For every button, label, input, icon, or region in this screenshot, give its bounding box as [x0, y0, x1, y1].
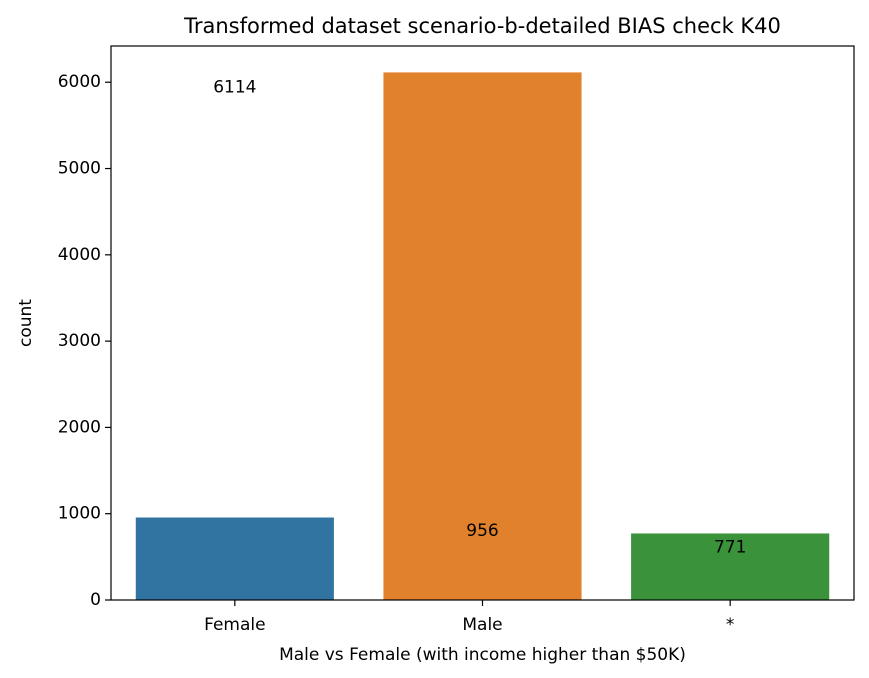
bar-3	[631, 533, 830, 600]
x-tick-label-1: Female	[204, 615, 265, 635]
y-tick-label-5: 4000	[58, 245, 101, 265]
x-tick-label-2: Male	[462, 615, 502, 635]
data-label-2: 956	[466, 521, 498, 541]
data-labels-group: 6114 956 771	[213, 77, 746, 557]
y-tick-label-2: 1000	[58, 504, 101, 524]
y-tick-label-3: 2000	[58, 417, 101, 437]
plot-frame	[110, 45, 855, 601]
y-axis-label: count	[16, 299, 36, 347]
bar-2	[383, 72, 582, 600]
y-tick-label-7: 6000	[58, 72, 101, 92]
y-axis: 0 1000 2000 3000 4000 5000 6000	[58, 72, 111, 610]
x-axis: Female Male *	[204, 600, 734, 635]
x-axis-label: Male vs Female (with income higher than …	[279, 645, 686, 665]
bars-group	[135, 72, 830, 600]
y-tick-label-4: 3000	[58, 331, 101, 351]
data-label-1: 6114	[213, 77, 256, 97]
data-label-3: 771	[714, 537, 746, 557]
x-tick-label-3: *	[726, 615, 735, 635]
y-tick-label-1: 0	[90, 590, 101, 610]
y-tick-label-6: 5000	[58, 159, 101, 179]
chart-title: Transformed dataset scenario-b-detailed …	[183, 14, 781, 38]
bar-1	[135, 517, 334, 600]
